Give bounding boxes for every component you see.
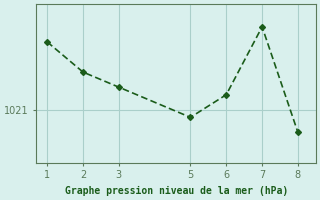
X-axis label: Graphe pression niveau de la mer (hPa): Graphe pression niveau de la mer (hPa)	[65, 186, 288, 196]
